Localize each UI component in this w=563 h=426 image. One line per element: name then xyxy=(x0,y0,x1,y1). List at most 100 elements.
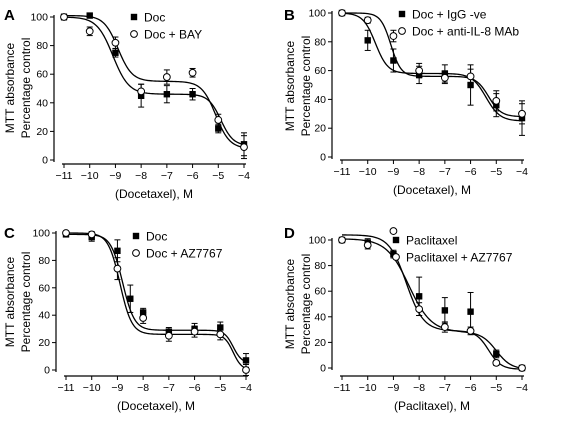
fit-curve xyxy=(341,12,523,118)
y-tick-label: 0 xyxy=(320,363,326,375)
x-tick-label: −7 xyxy=(163,382,175,394)
x-tick-label: −11 xyxy=(333,166,350,178)
y-tick-label: 0 xyxy=(320,152,326,164)
y-tick-label: 40 xyxy=(36,97,48,109)
y-tick-label: 40 xyxy=(38,310,50,322)
x-tick-label: −10 xyxy=(81,170,99,182)
legend-marker xyxy=(398,27,406,35)
x-tick-label: −11 xyxy=(333,382,350,394)
y-tick-label: 60 xyxy=(36,69,48,81)
legend-marker xyxy=(130,13,138,21)
data-point xyxy=(87,230,96,239)
x-tick-label: −8 xyxy=(135,170,147,182)
y-tick-label: 80 xyxy=(314,260,326,272)
data-point xyxy=(240,143,248,152)
x-tick-label: −8 xyxy=(413,166,425,178)
fit-curve xyxy=(341,238,523,369)
data-point xyxy=(86,12,93,19)
data-point xyxy=(440,73,449,82)
y-axis-title-line-2: Percentage control xyxy=(19,252,33,353)
fit-curve xyxy=(66,232,247,369)
legend: Doc Doc + BAY xyxy=(130,11,202,42)
y-tick-label: 100 xyxy=(308,235,326,247)
data-point xyxy=(188,68,197,77)
x-tick-label: −8 xyxy=(137,382,149,394)
panel-b: B 0 20 40 60 80 100 −11 −10 −9 −8 −7 −6 −5 −4 (Docetaxe… xyxy=(283,7,528,197)
x-tick-label: −11 xyxy=(55,170,72,182)
data-point xyxy=(363,16,372,25)
x-tick-label: −6 xyxy=(187,170,199,182)
panel-letter: A xyxy=(4,7,15,24)
y-axis-title-line-1: MTT absorbance xyxy=(3,256,17,347)
data-point xyxy=(338,236,346,244)
x-axis-title: (Paclitaxel), M xyxy=(394,399,470,413)
y-axis-title-line-2: Percentage control xyxy=(19,38,33,139)
x-tick-label: −8 xyxy=(413,382,425,394)
y-tick-label: 20 xyxy=(314,123,326,135)
y-tick-label: 20 xyxy=(314,337,326,349)
x-tick-label: −5 xyxy=(212,170,224,182)
y-tick-label: 0 xyxy=(42,155,48,167)
data-point xyxy=(60,13,68,21)
legend-label: Paclitaxel + AZ7767 xyxy=(406,251,513,265)
legend-label: Paclitaxel xyxy=(406,234,457,248)
x-tick-label: −11 xyxy=(57,382,74,394)
y-axis-title-line-1: MTT absorbance xyxy=(283,40,297,131)
x-tick-label: −7 xyxy=(439,166,451,178)
data-point xyxy=(441,307,449,314)
legend: Doc Doc + AZ7767 xyxy=(132,230,223,261)
series-2 xyxy=(60,13,248,160)
y-tick-label: 100 xyxy=(32,228,50,240)
data-point xyxy=(190,327,199,336)
y-tick-label: 80 xyxy=(38,255,50,267)
x-tick-label: −9 xyxy=(109,170,121,182)
fit-curve xyxy=(64,14,245,149)
x-tick-label: −6 xyxy=(465,382,477,394)
data-point xyxy=(217,324,224,331)
x-axis-title: (Docetaxel), M xyxy=(393,183,471,197)
data-point xyxy=(389,32,398,40)
fit-curve xyxy=(63,16,245,146)
legend-label: Doc + anti-IL-8 MAb xyxy=(412,25,519,39)
y-axis-title-line-2: Percentage control xyxy=(299,254,313,355)
data-point xyxy=(139,314,148,322)
data-point xyxy=(242,366,250,374)
data-point xyxy=(214,116,223,124)
data-point xyxy=(137,87,146,96)
panel-a: A 0 20 40 60 80 100 −11 −10 −9 −8 −7 −6 −5 −4 (Docetaxe… xyxy=(3,7,250,201)
data-point xyxy=(390,57,397,64)
legend-marker xyxy=(398,10,406,18)
data-point xyxy=(415,293,423,300)
data-point xyxy=(162,73,171,81)
data-point xyxy=(163,91,171,98)
data-point xyxy=(113,264,122,273)
y-axis-title-line-1: MTT absorbance xyxy=(283,258,297,349)
fit-curve xyxy=(66,233,247,363)
data-point xyxy=(389,227,398,235)
x-tick-label: −10 xyxy=(359,166,377,178)
series-2 xyxy=(62,229,250,376)
legend-label: Doc xyxy=(146,230,167,244)
x-tick-label: −9 xyxy=(387,382,399,394)
data-point xyxy=(466,326,475,335)
data-point xyxy=(112,49,119,56)
legend-marker xyxy=(132,249,140,257)
legend-label: Doc + IgG -ve xyxy=(412,8,487,22)
data-point xyxy=(518,364,526,372)
panel-letter: B xyxy=(284,7,295,24)
data-point xyxy=(363,241,372,250)
y-tick-label: 100 xyxy=(308,8,326,20)
x-tick-label: −6 xyxy=(465,166,477,178)
y-tick-label: 20 xyxy=(36,126,48,138)
data-point xyxy=(85,27,94,36)
y-tick-label: 20 xyxy=(38,337,50,349)
x-axis-title: (Docetaxel), M xyxy=(117,399,195,413)
y-tick-label: 40 xyxy=(314,311,326,323)
x-tick-label: −6 xyxy=(189,382,201,394)
data-point xyxy=(189,91,196,98)
data-point xyxy=(466,72,475,81)
panel-letter: C xyxy=(4,225,15,242)
y-tick-label: 60 xyxy=(314,65,326,77)
